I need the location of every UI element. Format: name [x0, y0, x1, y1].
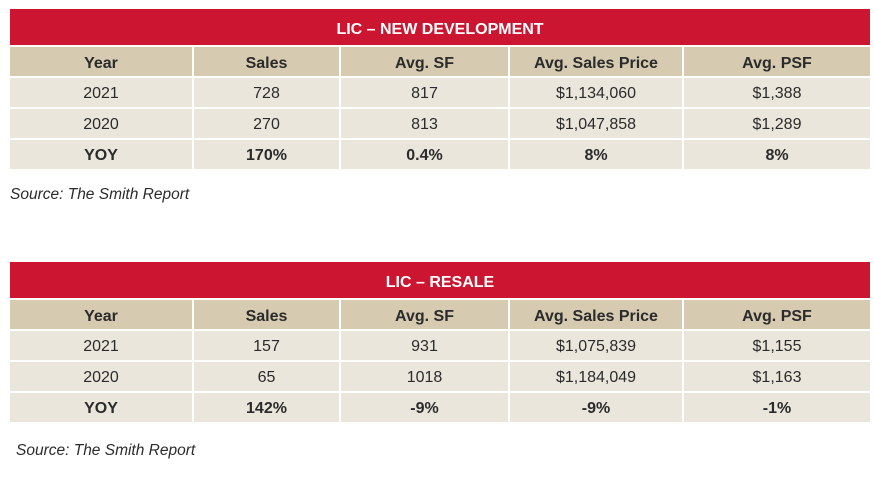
source-note: Source: The Smith Report — [16, 442, 196, 459]
column-header: Avg. PSF — [684, 47, 870, 76]
source-note: Source: The Smith Report — [10, 186, 190, 203]
table-cell: 728 — [194, 78, 339, 107]
table-cell: -9% — [341, 393, 508, 422]
table-cell: 813 — [341, 109, 508, 138]
header-row: Year Sales Avg. SF Avg. Sales Price Avg.… — [10, 300, 870, 329]
table-cell: 8% — [510, 140, 682, 169]
table-title: LIC – RESALE — [10, 262, 870, 298]
column-header: Year — [10, 300, 192, 329]
table-cell: 270 — [194, 109, 339, 138]
table-cell: $1,388 — [684, 78, 870, 107]
table-cell: -9% — [510, 393, 682, 422]
table-cell: $1,134,060 — [510, 78, 682, 107]
table-cell: $1,289 — [684, 109, 870, 138]
table-cell: $1,047,858 — [510, 109, 682, 138]
column-header: Avg. SF — [341, 300, 508, 329]
table-cell: $1,184,049 — [510, 362, 682, 391]
table-row: 2020 65 1018 $1,184,049 $1,163 — [10, 362, 870, 391]
yoy-row: YOY 142% -9% -9% -1% — [10, 393, 870, 422]
table-cell: 931 — [341, 331, 508, 360]
new-development-table: LIC – NEW DEVELOPMENT Year Sales Avg. SF… — [10, 9, 870, 169]
table-cell: 2020 — [10, 362, 192, 391]
column-header: Sales — [194, 47, 339, 76]
table-cell: YOY — [10, 393, 192, 422]
table-row: 2021 728 817 $1,134,060 $1,388 — [10, 78, 870, 107]
column-header: Avg. Sales Price — [510, 300, 682, 329]
table-cell: YOY — [10, 140, 192, 169]
table-row: 2020 270 813 $1,047,858 $1,289 — [10, 109, 870, 138]
table-cell: 2021 — [10, 331, 192, 360]
table-cell: 157 — [194, 331, 339, 360]
table-cell: $1,075,839 — [510, 331, 682, 360]
table-cell: 8% — [684, 140, 870, 169]
table-row: 2021 157 931 $1,075,839 $1,155 — [10, 331, 870, 360]
table-cell: 2021 — [10, 78, 192, 107]
table-cell: $1,163 — [684, 362, 870, 391]
table-cell: 817 — [341, 78, 508, 107]
table-cell: -1% — [684, 393, 870, 422]
column-header: Avg. Sales Price — [510, 47, 682, 76]
table-cell: 0.4% — [341, 140, 508, 169]
table-cell: 170% — [194, 140, 339, 169]
resale-table: LIC – RESALE Year Sales Avg. SF Avg. Sal… — [10, 262, 870, 422]
table-cell: 1018 — [341, 362, 508, 391]
header-row: Year Sales Avg. SF Avg. Sales Price Avg.… — [10, 47, 870, 76]
table-cell: 65 — [194, 362, 339, 391]
column-header: Avg. SF — [341, 47, 508, 76]
column-header: Year — [10, 47, 192, 76]
table-cell: 142% — [194, 393, 339, 422]
table-cell: 2020 — [10, 109, 192, 138]
column-header: Sales — [194, 300, 339, 329]
yoy-row: YOY 170% 0.4% 8% 8% — [10, 140, 870, 169]
table-cell: $1,155 — [684, 331, 870, 360]
column-header: Avg. PSF — [684, 300, 870, 329]
table-title: LIC – NEW DEVELOPMENT — [10, 9, 870, 45]
